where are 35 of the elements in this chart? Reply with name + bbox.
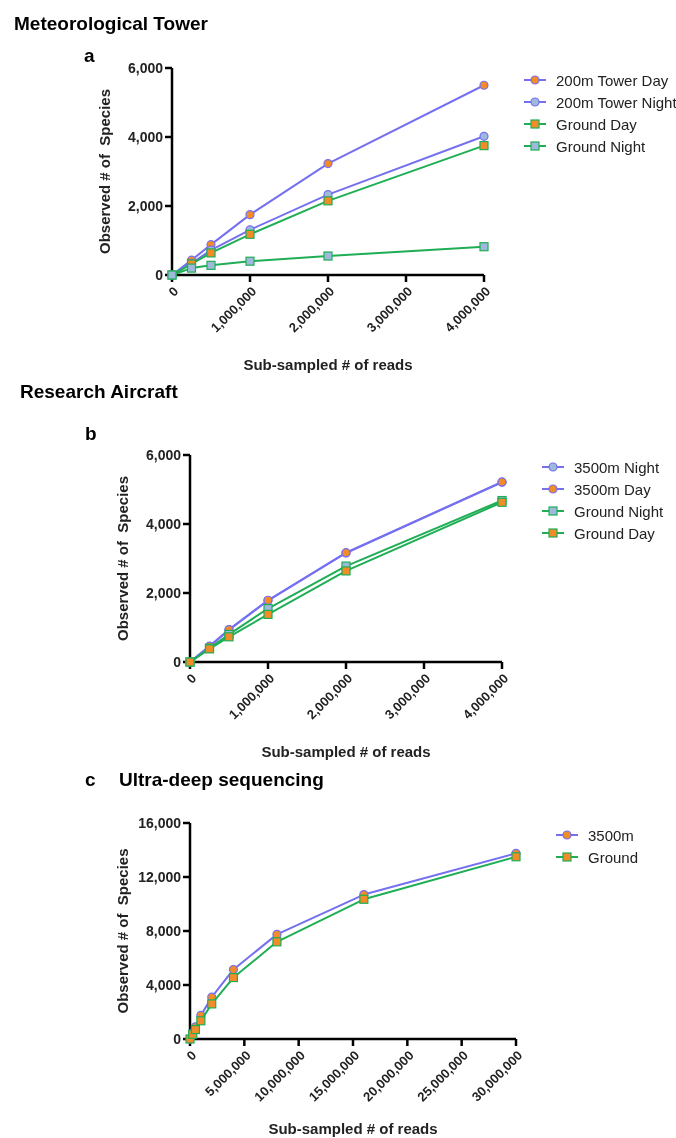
y-axis-title: Observed # of Species	[114, 475, 131, 642]
legend-label: Ground Night	[556, 137, 647, 155]
legend-label: Ground Night	[574, 502, 665, 520]
y-tick-label: 8,000	[145, 923, 182, 939]
y-tick-label: 12,000	[138, 869, 182, 885]
x-axis-title: Sub-sampled # of reads	[261, 743, 431, 760]
text: c	[85, 769, 96, 790]
y-tick-label: 4,000	[127, 129, 164, 145]
y-tick-label: 2,000	[127, 198, 164, 214]
legend-label: 3500m Night	[574, 458, 660, 476]
legend-label: 3500m Day	[574, 480, 652, 498]
y-tick-label: 4,000	[145, 516, 182, 532]
text: b	[85, 423, 97, 444]
y-tick-label: 6,000	[127, 60, 164, 76]
y-axis-title: Observed # of Species	[114, 848, 131, 1014]
legend-label: 200m Tower Day	[556, 71, 669, 89]
chart-title: Ultra-deep sequencing	[119, 769, 324, 790]
y-tick-label: 0	[173, 654, 182, 670]
x-axis-title: Sub-sampled # of reads	[268, 1120, 438, 1137]
x-axis-title: Sub-sampled # of reads	[243, 356, 413, 373]
y-tick-label: 4,000	[145, 977, 182, 993]
legend-label: 200m Tower Night	[556, 93, 676, 111]
y-tick-label: 16,000	[138, 815, 182, 831]
legend-label: 3500m	[588, 826, 634, 844]
legend-label: Ground	[588, 848, 639, 866]
y-tick-label: 0	[173, 1031, 182, 1047]
legend-label: Ground Day	[574, 524, 656, 542]
y-tick-label: 2,000	[145, 585, 182, 601]
chart-title: Meteorological Tower	[14, 13, 209, 34]
y-tick-label: 6,000	[145, 447, 182, 463]
y-tick-label: 0	[155, 267, 164, 283]
y-axis-title: Observed # of Species	[96, 88, 113, 255]
text: a	[84, 45, 95, 66]
legend-label: Ground Day	[556, 115, 638, 133]
chart-title: Research Aircraft	[20, 381, 179, 402]
